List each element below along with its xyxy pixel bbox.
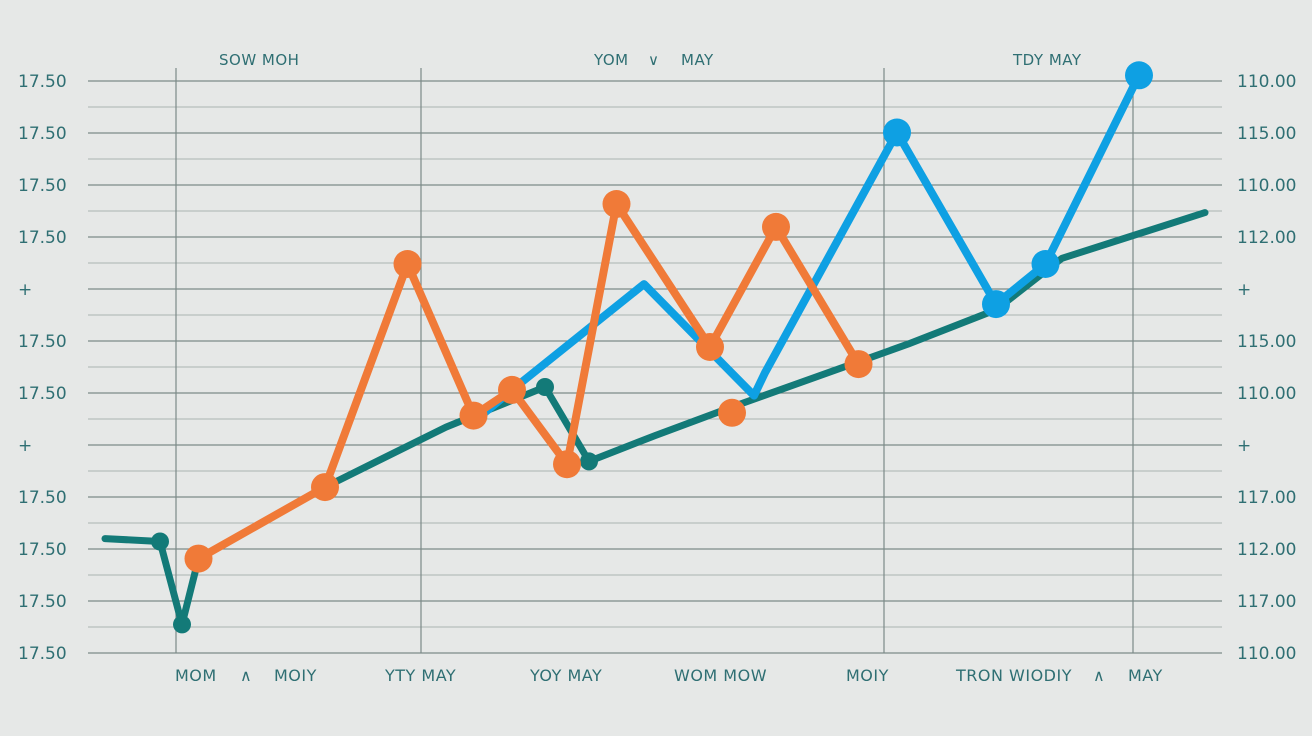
chart-grid — [88, 68, 1222, 654]
left-tick-label: + — [18, 436, 32, 456]
left-tick-label: 17.50 — [18, 72, 67, 92]
series-3-point — [184, 544, 213, 573]
chart-labels: 17.50 17.50 17.50 17.50 +17.50 17.50 +17.50 17.… — [18, 51, 1296, 685]
left-tick-label: 17.50 — [18, 384, 67, 404]
series-markers — [151, 61, 1153, 634]
x-category-label: WOM MOW — [674, 666, 767, 685]
left-tick-label: 17.50 — [18, 540, 67, 560]
series-3-point — [602, 190, 631, 218]
right-tick-label: 115.00 — [1237, 124, 1296, 144]
top-label: ∨ — [648, 51, 659, 69]
right-tick-label: 110.00 — [1237, 72, 1296, 92]
x-category-label: TRON WIODIY — [955, 666, 1072, 685]
left-tick-label: 17.50 — [18, 488, 67, 508]
left-tick-label: 17.50 — [18, 644, 67, 664]
series-line-1 — [101, 209, 1209, 628]
x-category-label: MAY — [1128, 666, 1163, 685]
series-2-point — [1125, 61, 1153, 90]
series-line-2 — [480, 71, 1143, 417]
series-1-point — [173, 615, 191, 634]
left-tick-label: 17.50 — [18, 176, 67, 196]
left-tick-label: 17.50 — [18, 228, 67, 248]
right-tick-label: 117.00 — [1237, 488, 1296, 508]
right-tick-label: 110.00 — [1237, 176, 1296, 196]
top-label: MAY — [681, 51, 714, 69]
right-tick-label: 112.00 — [1237, 540, 1296, 560]
right-tick-label: 115.00 — [1237, 332, 1296, 352]
x-category-label: MOM — [175, 666, 217, 685]
x-category-label: YOY MAY — [529, 666, 602, 685]
series-lines — [101, 71, 1209, 628]
top-label: SOW MOH — [219, 51, 299, 69]
x-category-label: ∧ — [240, 666, 252, 685]
series-1-point — [151, 532, 169, 551]
series-3-point — [553, 450, 581, 479]
x-category-label: MOIY — [274, 666, 317, 685]
series-1-point — [536, 378, 554, 396]
series-1-point — [580, 452, 598, 471]
right-tick-label: 110.00 — [1237, 644, 1296, 664]
series-3-point — [844, 350, 873, 379]
x-category-label: ∧ — [1093, 666, 1105, 685]
series-2-point — [883, 118, 911, 147]
series-3-point — [718, 398, 746, 427]
series-3-point — [393, 250, 422, 278]
left-tick-label: + — [18, 280, 32, 300]
left-tick-label: 17.50 — [18, 592, 67, 612]
top-label: TDY MAY — [1012, 51, 1082, 69]
right-tick-label: 112.00 — [1237, 228, 1296, 248]
right-tick-label: 110.00 — [1237, 384, 1296, 404]
x-category-label: MOIY — [846, 666, 889, 685]
series-3-point — [498, 375, 526, 404]
right-tick-label: + — [1237, 436, 1251, 456]
series-line-3 — [194, 200, 863, 563]
series-3-point — [311, 473, 339, 502]
left-tick-label: 17.50 — [18, 124, 67, 144]
series-3-point — [762, 212, 790, 241]
series-2-point — [1031, 250, 1060, 278]
right-tick-label: + — [1237, 280, 1251, 300]
right-tick-label: 117.00 — [1237, 592, 1296, 612]
series-3-point — [696, 333, 724, 361]
top-label: YOM — [593, 51, 629, 69]
left-tick-label: 17.50 — [18, 332, 67, 352]
series-3-point — [459, 401, 488, 430]
series-2-point — [982, 290, 1010, 319]
x-category-label: YTY MAY — [384, 666, 456, 685]
